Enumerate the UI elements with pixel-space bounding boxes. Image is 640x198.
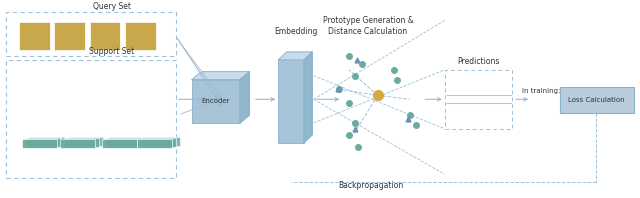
FancyBboxPatch shape bbox=[54, 22, 85, 50]
Text: In training:: In training: bbox=[522, 89, 560, 94]
Polygon shape bbox=[304, 52, 312, 143]
Text: Loss Calculation: Loss Calculation bbox=[568, 97, 625, 103]
FancyBboxPatch shape bbox=[60, 139, 95, 148]
FancyBboxPatch shape bbox=[102, 139, 137, 148]
FancyBboxPatch shape bbox=[26, 138, 61, 147]
Text: Backpropagation: Backpropagation bbox=[339, 181, 404, 190]
FancyBboxPatch shape bbox=[19, 22, 50, 50]
FancyBboxPatch shape bbox=[64, 138, 99, 147]
FancyBboxPatch shape bbox=[192, 80, 240, 123]
FancyBboxPatch shape bbox=[141, 138, 176, 147]
FancyBboxPatch shape bbox=[560, 88, 634, 113]
FancyBboxPatch shape bbox=[137, 139, 172, 148]
FancyBboxPatch shape bbox=[106, 138, 141, 147]
FancyBboxPatch shape bbox=[125, 22, 156, 50]
FancyBboxPatch shape bbox=[145, 137, 180, 146]
FancyBboxPatch shape bbox=[109, 137, 145, 146]
FancyBboxPatch shape bbox=[90, 22, 120, 50]
Text: Support Set: Support Set bbox=[90, 47, 134, 56]
Polygon shape bbox=[240, 72, 250, 123]
Text: Encoder: Encoder bbox=[202, 98, 230, 104]
FancyBboxPatch shape bbox=[29, 137, 65, 146]
Polygon shape bbox=[278, 52, 312, 60]
FancyBboxPatch shape bbox=[68, 137, 103, 146]
FancyBboxPatch shape bbox=[22, 139, 57, 148]
Text: Embedding: Embedding bbox=[274, 27, 317, 36]
Text: Predictions: Predictions bbox=[458, 57, 500, 66]
Polygon shape bbox=[192, 72, 250, 80]
FancyBboxPatch shape bbox=[278, 60, 304, 143]
Text: Prototype Generation &
Distance Calculation: Prototype Generation & Distance Calculat… bbox=[323, 16, 413, 36]
Text: Query Set: Query Set bbox=[93, 2, 131, 11]
